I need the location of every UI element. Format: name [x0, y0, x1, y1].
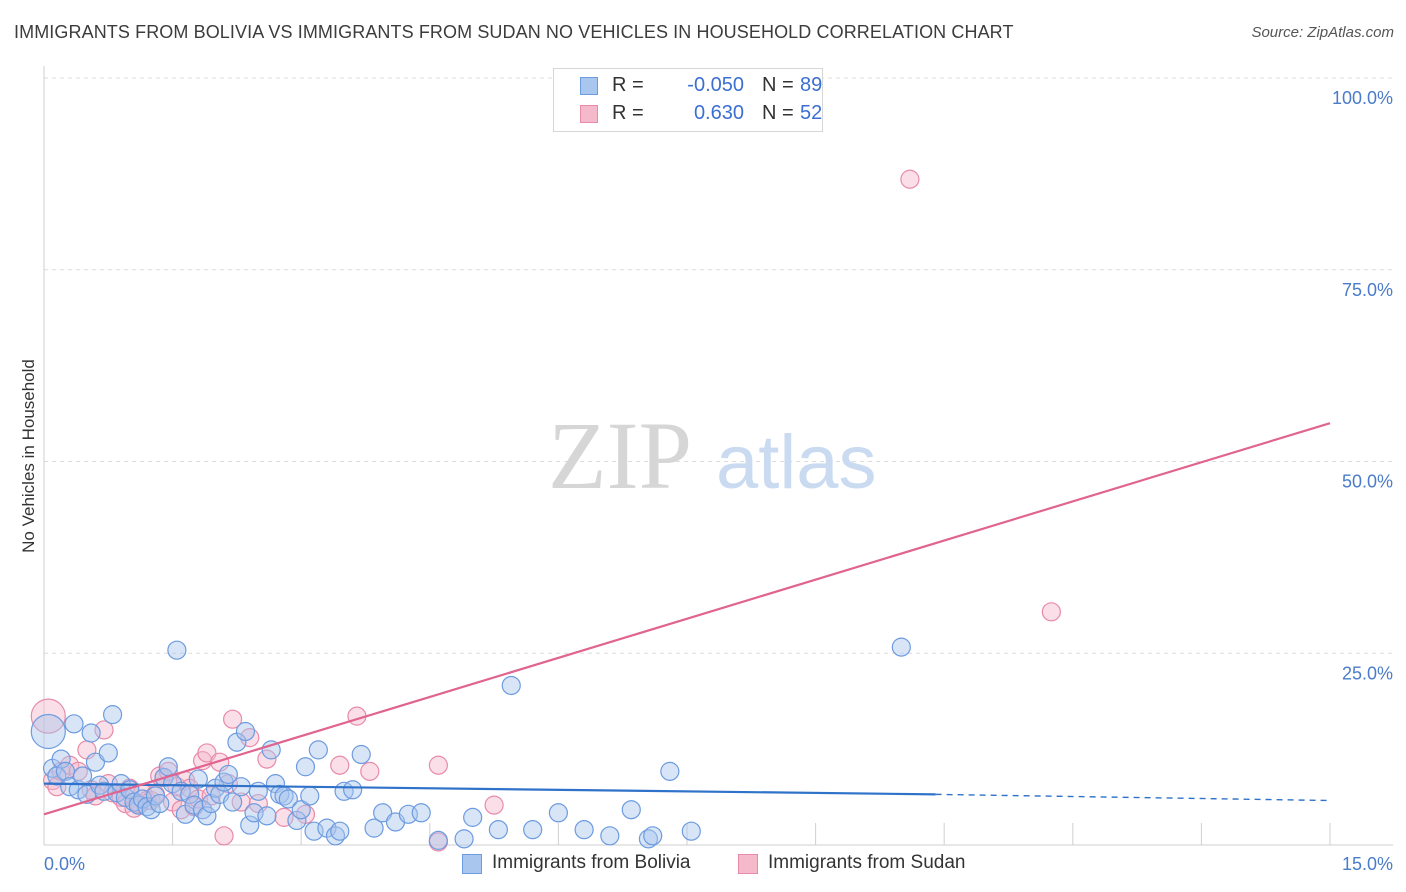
- bolivia-point: [291, 800, 311, 820]
- bolivia-point: [278, 789, 298, 809]
- bolivia-point: [287, 810, 307, 831]
- sudan-point: [484, 795, 504, 815]
- legend-r-value: 0.630: [693, 102, 744, 124]
- bolivia-point: [240, 815, 260, 835]
- bolivia-points: [30, 637, 911, 850]
- bolivia-trendline: [43, 782, 936, 796]
- sudan-legend-swatch: [738, 854, 758, 874]
- x-tick-label-min: 0.0%: [44, 854, 85, 874]
- y-tick-label: 50.0%: [1342, 472, 1393, 492]
- legend-n-label: N =: [762, 74, 794, 96]
- bolivia-point: [488, 820, 508, 840]
- legend-n-label: N =: [762, 102, 794, 124]
- y-tick-labels: 25.0% 50.0% 75.0% 100.0%: [1332, 88, 1393, 683]
- bolivia-legend-swatch: [462, 854, 482, 874]
- bolivia-point: [523, 820, 543, 840]
- trendlines: [43, 422, 1331, 816]
- sudan-trendline: [43, 422, 1331, 816]
- bolivia-point: [72, 766, 93, 786]
- legend-n-value: 89: [800, 74, 823, 96]
- bolivia-point: [223, 792, 243, 812]
- bolivia-point: [621, 800, 641, 820]
- sudan-legend-label: Immigrants from Sudan: [768, 852, 966, 873]
- sudan-point: [900, 169, 920, 189]
- bolivia-point: [600, 826, 620, 846]
- bolivia-point: [660, 761, 680, 781]
- bolivia-point: [411, 803, 431, 823]
- bolivia-point: [248, 781, 268, 801]
- bolivia-point: [235, 721, 256, 742]
- bolivia-point: [261, 740, 281, 760]
- bolivia-point: [343, 780, 363, 800]
- bolivia-legend-label: Immigrants from Bolivia: [492, 852, 691, 873]
- bolivia-point: [454, 829, 474, 849]
- sudan-point: [1041, 602, 1061, 622]
- bolivia-point: [681, 821, 701, 841]
- chart-title: IMMIGRANTS FROM BOLIVIA VS IMMIGRANTS FR…: [14, 22, 1014, 42]
- bolivia-point: [295, 757, 316, 777]
- sudan-points: [30, 169, 1061, 852]
- bolivia-point: [643, 826, 663, 846]
- bolivia-point: [308, 740, 328, 760]
- y-tick-label: 25.0%: [1342, 663, 1393, 683]
- y-axis-label: No Vehicles in Household: [19, 359, 38, 553]
- x-tick-label-max: 15.0%: [1342, 854, 1393, 874]
- bolivia-point: [184, 795, 204, 815]
- bolivia-point: [364, 818, 384, 838]
- bolivia-point: [891, 637, 911, 657]
- source-credit: Source: ZipAtlas.com: [1251, 24, 1394, 41]
- bolivia-point: [197, 806, 217, 826]
- legend-r-value: -0.050: [687, 74, 744, 96]
- bolivia-point: [574, 820, 594, 840]
- bolivia-point: [428, 830, 448, 850]
- bolivia-point: [257, 806, 277, 826]
- bolivia-point: [501, 675, 521, 696]
- sudan-point: [360, 761, 380, 781]
- bolivia-swatch: [580, 77, 598, 95]
- bolivia-point: [351, 744, 371, 765]
- bolivia-point: [167, 640, 187, 660]
- bolivia-point: [188, 769, 208, 789]
- bolivia-point: [463, 807, 483, 827]
- bolivia-point: [102, 705, 123, 725]
- bolivia-point: [81, 723, 101, 743]
- sudan-point: [214, 826, 234, 846]
- bolivia-point: [64, 714, 84, 734]
- sudan-point: [223, 709, 243, 729]
- legend-n-value: 52: [800, 102, 823, 124]
- bolivia-point: [30, 713, 66, 750]
- sudan-point: [257, 749, 277, 769]
- bolivia-point: [51, 749, 71, 769]
- legend-r-label: R =: [612, 74, 644, 96]
- y-tick-label: 100.0%: [1332, 88, 1393, 108]
- bolivia-point: [218, 764, 238, 785]
- watermark-zip: ZIP: [548, 402, 692, 509]
- sudan-point: [428, 755, 448, 775]
- stats-legend: R = -0.050 N = 89 R = 0.630 N = 52: [553, 68, 823, 132]
- y-tick-label: 75.0%: [1342, 280, 1393, 300]
- watermark-atlas: atlas: [716, 420, 877, 505]
- bolivia-point: [548, 803, 569, 823]
- sudan-point: [330, 755, 350, 775]
- bolivia-point: [330, 821, 350, 841]
- bolivia-point: [98, 743, 118, 763]
- sudan-point: [30, 698, 66, 734]
- bolivia-point: [158, 757, 178, 777]
- bolivia-point: [300, 786, 320, 806]
- sudan-swatch: [580, 105, 598, 123]
- bolivia-trendline-extension: [935, 793, 1331, 802]
- bolivia-point: [150, 793, 170, 814]
- legend-r-label: R =: [612, 102, 644, 124]
